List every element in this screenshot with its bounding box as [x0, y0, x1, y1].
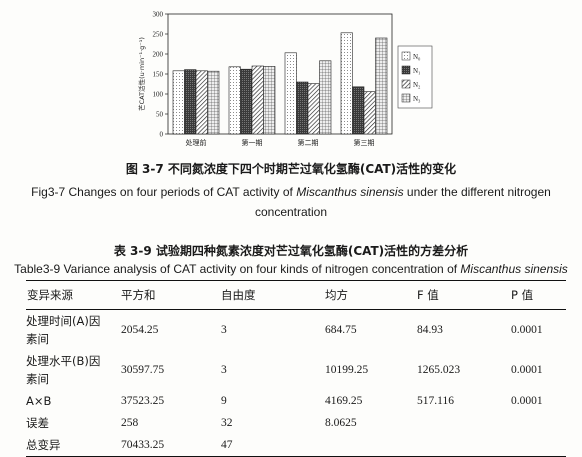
bar [263, 66, 276, 135]
row-source-line2: 素间 [26, 332, 49, 346]
bar [296, 81, 309, 135]
header-sum-of-squares: 平方和 [121, 288, 156, 302]
bar [307, 83, 320, 135]
figure-caption-en-part2: under the different nitrogen concentrati… [254, 185, 551, 219]
x-tick-label: 第一期 [242, 138, 263, 147]
row-p [510, 434, 566, 457]
table-title-cn: 表 3-9 试验期四种氮素浓度对芒过氧化氢酶(CAT)活性的方差分析 [113, 244, 469, 258]
row-p: 0.0001 [511, 324, 543, 336]
figure-caption-en-part1: Fig3-7 Changes on four periods of CAT ac… [31, 185, 297, 199]
table-title-en-species: Miscanthus sinensis [460, 262, 568, 276]
table-row: 误差 258 32 8.0625 [26, 412, 566, 434]
bar [228, 66, 241, 135]
x-tick-label: 处理前 [186, 138, 207, 147]
row-f: 1265.023 [417, 364, 461, 376]
row-ss: 70433.25 [121, 439, 165, 451]
bar [195, 70, 208, 135]
bar [319, 60, 332, 135]
table-title-en-text: Table3-9 Variance analysis of CAT activi… [14, 262, 461, 276]
legend-swatch [401, 79, 411, 89]
bar [352, 86, 365, 135]
table-row: 总变异 70433.25 47 [26, 434, 566, 457]
legend-label: N₃ [413, 95, 421, 103]
row-df: 32 [221, 417, 233, 429]
row-f [416, 412, 510, 434]
row-ss: 30597.75 [121, 364, 165, 376]
row-ms [324, 434, 416, 457]
row-f: 84.93 [417, 324, 443, 336]
row-source-line1: 处理时间(A)因 [26, 314, 101, 328]
row-source: A×B [26, 394, 52, 408]
row-p: 0.0001 [511, 395, 543, 407]
row-ms: 10199.25 [325, 364, 369, 376]
row-df: 3 [221, 324, 227, 336]
y-tick-label: 100 [153, 91, 164, 99]
table-title-en: Table3-9 Variance analysis of CAT activi… [0, 262, 582, 276]
table-row: A×B 37523.25 9 4169.25 517.116 0.0001 [26, 390, 566, 412]
row-source-line1: 处理水平(B)因 [26, 354, 101, 368]
variance-analysis-table: 变异来源 平方和 自由度 均方 F 值 P 值 处理时间(A)因 素间 2054.… [26, 280, 566, 457]
row-ss: 37523.25 [121, 395, 165, 407]
legend-label: N₁ [413, 67, 421, 75]
table-header-row: 变异来源 平方和 自由度 均方 F 值 P 值 [26, 280, 566, 310]
bar [240, 68, 253, 135]
row-df: 3 [221, 364, 227, 376]
bar [340, 32, 353, 135]
row-ms: 684.75 [325, 324, 357, 336]
header-mean-square: 均方 [325, 288, 348, 302]
header-source: 变异来源 [27, 288, 73, 302]
table-row: 处理时间(A)因 素间 2054.25 3 684.75 84.93 0.0001 [26, 310, 566, 351]
row-f [416, 434, 510, 457]
legend-label: N₀ [413, 53, 421, 61]
bar [284, 52, 297, 135]
row-ms: 4169.25 [325, 395, 363, 407]
row-df: 9 [221, 395, 227, 407]
legend-label: N₂ [413, 81, 421, 89]
bar [172, 70, 185, 135]
row-df: 47 [221, 439, 233, 451]
y-tick-label: 250 [153, 31, 164, 39]
row-source: 处理时间(A)因 素间 [26, 310, 120, 351]
row-f: 517.116 [417, 395, 454, 407]
legend-swatch [401, 51, 411, 61]
bar [363, 91, 376, 135]
figure-caption-en-species: Miscanthus sinensis [296, 185, 404, 199]
y-tick-label: 200 [153, 51, 164, 59]
x-tick-label: 第二期 [298, 138, 319, 147]
row-p [510, 412, 566, 434]
row-source: 处理水平(B)因 素间 [26, 350, 120, 390]
bar [207, 70, 220, 135]
bar [184, 69, 197, 135]
y-axis-label: 芒CAT活性(u·min⁻¹·g⁻¹) [137, 37, 146, 111]
y-tick-label: 150 [153, 71, 164, 79]
table-row: 处理水平(B)因 素间 30597.75 3 10199.25 1265.023 … [26, 350, 566, 390]
legend-swatch [401, 93, 411, 103]
row-p: 0.0001 [511, 364, 543, 376]
bar-chart-svg: 0 50 100 150 200 250 300 芒CAT活性(u·min⁻¹·g⁻¹) 处理前… [137, 11, 433, 147]
header-f-value: F 值 [417, 288, 439, 302]
figure-caption-cn: 图 3-7 不同氮浓度下四个时期芒过氧化氢酶(CAT)活性的变化 [125, 162, 457, 176]
row-ss: 258 [121, 417, 139, 429]
x-tick-label: 第三期 [354, 138, 375, 147]
row-source-line2: 素间 [26, 372, 49, 386]
row-source: 总变异 [26, 438, 61, 452]
row-ms: 8.0625 [325, 417, 357, 429]
bar [375, 37, 388, 135]
header-df: 自由度 [221, 288, 256, 302]
bar [251, 65, 264, 135]
figure-caption-en: Fig3-7 Changes on four periods of CAT ac… [0, 182, 582, 222]
y-tick-label: 300 [153, 11, 164, 19]
y-tick-label: 0 [160, 131, 164, 139]
y-tick-label: 50 [156, 111, 164, 119]
row-source: 误差 [26, 416, 49, 430]
legend-swatch [401, 65, 411, 75]
cat-activity-chart: 0 50 100 150 200 250 300 芒CAT活性(u·min⁻¹·g⁻¹) 处理前… [130, 6, 450, 156]
header-p-value: P 值 [511, 288, 534, 302]
row-ss: 2054.25 [121, 324, 159, 336]
